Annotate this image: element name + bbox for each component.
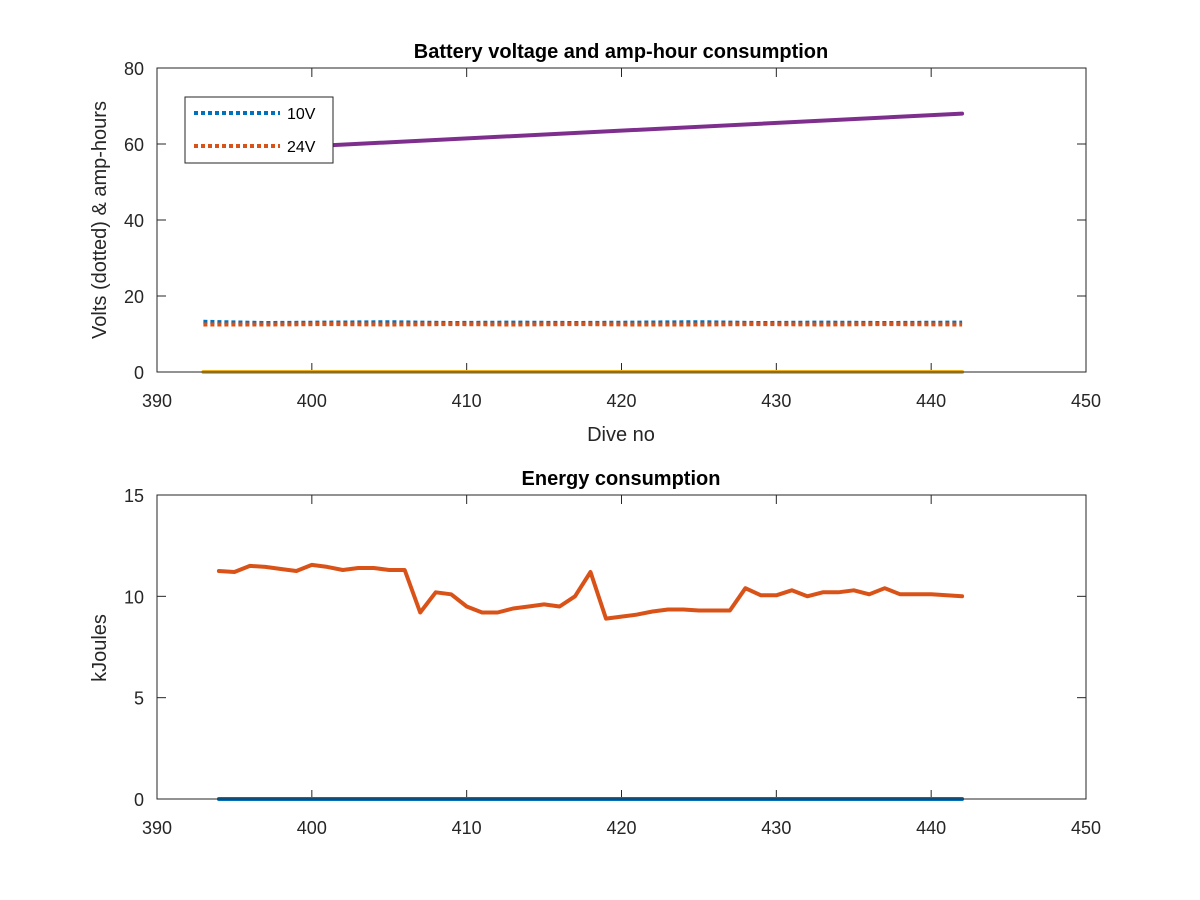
x-tick-label: 400 <box>297 391 327 411</box>
axes-box <box>156 494 1087 800</box>
y-tick-label: 15 <box>124 486 144 506</box>
x-tick-label: 410 <box>452 391 482 411</box>
x-tick-label: 440 <box>916 818 946 838</box>
x-tick-label: 440 <box>916 391 946 411</box>
legend: 10V 24V <box>184 96 334 164</box>
plot-battery-voltage: Battery voltage and amp-hour consumption… <box>89 41 1101 446</box>
y-tick-label: 40 <box>124 211 144 231</box>
series-line-series-1 <box>216 562 965 621</box>
y-tick-label: 80 <box>124 59 144 79</box>
axis-ticks: 390 400 410 420 430 440 450 0 5 10 15 <box>124 486 1101 838</box>
x-tick-label: 420 <box>606 818 636 838</box>
y-tick-label: 60 <box>124 135 144 155</box>
y-tick-label: 0 <box>134 790 144 810</box>
legend-box <box>184 96 334 164</box>
y-tick-label: 0 <box>134 363 144 383</box>
x-tick-label: 450 <box>1071 391 1101 411</box>
x-tick-label: 420 <box>606 391 636 411</box>
y-axis-label: kJoules <box>89 614 111 682</box>
y-tick-label: 20 <box>124 287 144 307</box>
legend-label-10v: 10V <box>287 106 316 123</box>
chart-title: Battery voltage and amp-hour consumption <box>414 41 828 63</box>
axes-box <box>156 67 1087 373</box>
plot-energy-consumption: Energy consumption kJoules 390 400 410 420 4… <box>89 468 1101 838</box>
x-tick-label: 390 <box>142 818 172 838</box>
x-tick-label: 400 <box>297 818 327 838</box>
y-axis-label: Volts (dotted) & amp-hours <box>89 101 111 339</box>
x-tick-label: 390 <box>142 391 172 411</box>
chart-title: Energy consumption <box>522 468 721 490</box>
y-tick-label: 10 <box>124 587 144 607</box>
y-tick-label: 5 <box>134 689 144 709</box>
x-tick-label: 430 <box>761 391 791 411</box>
x-axis-label: Dive no <box>587 424 655 446</box>
x-tick-label: 410 <box>452 818 482 838</box>
x-tick-label: 430 <box>761 818 791 838</box>
x-tick-label: 450 <box>1071 818 1101 838</box>
legend-label-24v: 24V <box>287 139 316 156</box>
axis-ticks: 390 400 410 420 430 440 450 0 20 40 60 80 <box>124 59 1101 411</box>
